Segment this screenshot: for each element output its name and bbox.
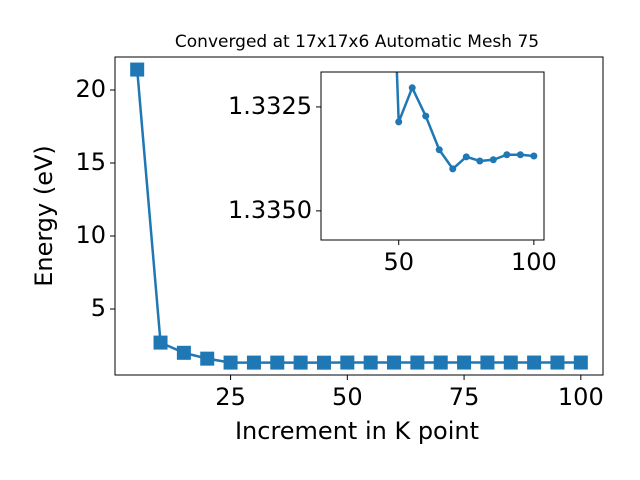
y-tick-label: 1.3350 (228, 196, 312, 224)
marker (153, 335, 168, 350)
marker (433, 355, 448, 370)
marker (410, 355, 425, 370)
marker (223, 355, 238, 370)
y-tick-label: 10 (75, 221, 106, 249)
marker (176, 345, 191, 360)
axes-frame (114, 56, 604, 376)
x-tick-label: 25 (215, 383, 246, 411)
marker (449, 165, 457, 173)
x-tick-label: 50 (332, 383, 363, 411)
marker (340, 355, 355, 370)
marker (489, 156, 497, 164)
marker (408, 84, 416, 92)
marker (527, 355, 542, 370)
series-line (395, 72, 534, 171)
marker (503, 151, 511, 159)
marker (457, 355, 472, 370)
y-axis-label: Energy (eV) (30, 145, 58, 287)
marker (435, 146, 443, 154)
marker (516, 151, 524, 159)
marker (476, 157, 484, 165)
marker (293, 355, 308, 370)
x-tick-label: 100 (558, 383, 604, 411)
marker (246, 355, 261, 370)
marker (573, 355, 588, 370)
marker (363, 355, 378, 370)
marker (270, 355, 285, 370)
marker (530, 152, 538, 160)
y-tick-label: 20 (75, 75, 106, 103)
marker (316, 355, 331, 370)
marker (395, 118, 403, 126)
x-tick-label: 100 (511, 248, 557, 276)
y-tick-label: 5 (91, 294, 106, 322)
marker (550, 355, 565, 370)
marker (503, 355, 518, 370)
marker (387, 355, 402, 370)
y-tick-label: 1.3325 (228, 92, 312, 120)
axes-frame (320, 71, 545, 241)
marker (462, 153, 470, 161)
marker (200, 351, 215, 366)
marker (422, 112, 430, 120)
x-tick-label: 50 (383, 248, 414, 276)
chart-title: Converged at 17x17x6 Automatic Mesh 75 (175, 32, 539, 52)
y-tick-label: 15 (75, 148, 106, 176)
x-axis-label: Increment in K point (235, 417, 479, 445)
plot-area (130, 62, 588, 370)
marker (130, 62, 145, 77)
marker (480, 355, 495, 370)
x-tick-label: 75 (449, 383, 480, 411)
plot-area (395, 72, 538, 173)
